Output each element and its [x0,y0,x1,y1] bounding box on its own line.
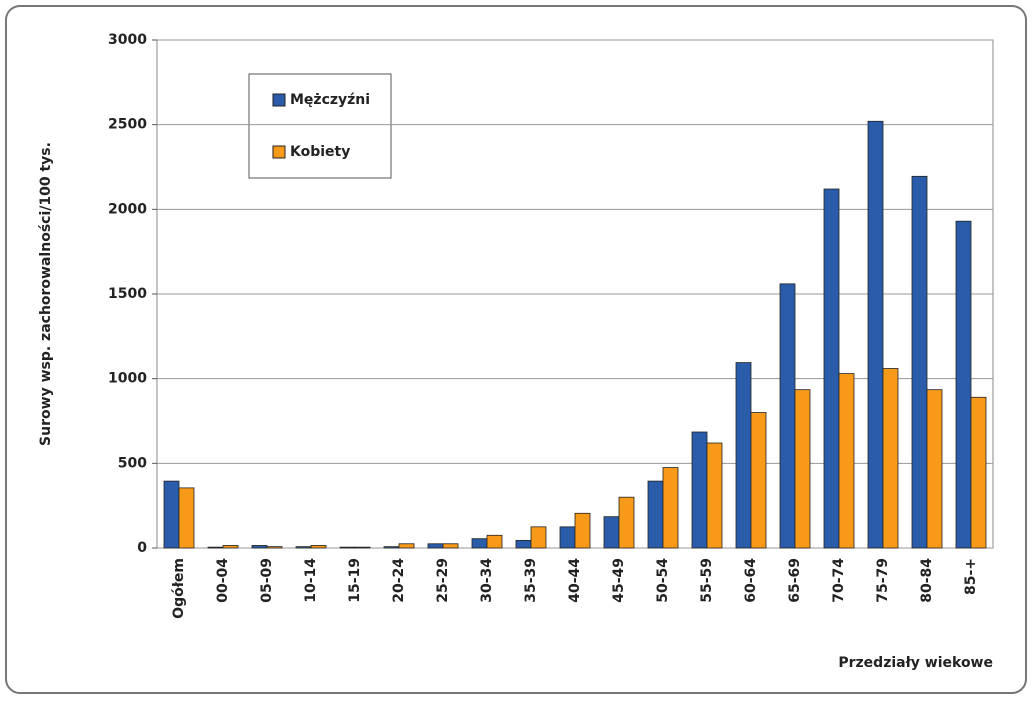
bar [178,487,195,549]
x-axis-label: Przedziały wiekowe [838,655,993,671]
bar [750,412,767,549]
x-tick-label: 60-64 [743,558,759,603]
x-tick-label: 05-09 [259,558,275,603]
bar [970,396,987,549]
bar [911,175,928,549]
legend-label: Kobiety [290,144,350,160]
x-tick-label: 65-69 [787,558,803,603]
x-tick-label: 85-+ [963,558,979,595]
bar [823,188,840,549]
x-tick-label: 55-59 [699,558,715,603]
bar [779,283,796,549]
bar [339,546,356,549]
bar [735,362,752,549]
bar [574,512,591,549]
bar [515,539,532,549]
bar [559,526,576,549]
bar [926,389,943,549]
y-tick-label: 2500 [108,117,147,133]
x-tick-label: Ogółem [171,558,187,619]
y-tick-label: 0 [137,540,147,556]
bar [838,373,855,549]
y-tick-label: 500 [118,455,147,471]
bar [794,389,811,549]
bar [867,120,884,549]
y-tick-label: 1000 [108,371,147,387]
bar [486,534,503,549]
bar [603,516,620,549]
bar [222,545,239,549]
y-tick-label: 1500 [108,286,147,302]
legend-swatch [272,145,286,159]
bar [163,480,180,549]
bar [251,545,268,549]
bar [354,546,371,549]
y-tick-label: 2000 [108,201,147,217]
bar [955,220,972,549]
bar [442,543,459,549]
x-tick-label: 40-44 [567,558,583,603]
x-tick-label: 15-19 [347,558,363,603]
bar [530,526,547,549]
bar [647,480,664,549]
bar [295,546,312,549]
bar [207,546,224,549]
bar [427,543,444,549]
x-tick-label: 00-04 [215,558,231,603]
bar [471,538,488,549]
x-tick-label: 80-84 [919,558,935,603]
bar [383,546,400,549]
x-tick-label: 70-74 [831,558,847,603]
legend-swatch [272,93,286,107]
bar [618,496,635,549]
x-tick-label: 50-54 [655,558,671,603]
bar [882,368,899,549]
bar [310,545,327,549]
x-tick-label: 45-49 [611,558,627,603]
x-tick-label: 25-29 [435,558,451,603]
bar [706,442,723,549]
bar [266,546,283,549]
bar [398,543,415,549]
bar [691,431,708,549]
y-tick-label: 3000 [108,32,147,48]
x-tick-label: 35-39 [523,558,539,603]
x-tick-label: 30-34 [479,558,495,603]
y-axis-label: Surowy wsp. zachorowalności/100 tys. [38,142,54,446]
bar [662,467,679,549]
x-tick-label: 20-24 [391,558,407,603]
legend-box [248,73,392,179]
x-tick-label: 10-14 [303,558,319,603]
x-tick-label: 75-79 [875,558,891,603]
legend-label: Mężczyźni [290,92,370,108]
